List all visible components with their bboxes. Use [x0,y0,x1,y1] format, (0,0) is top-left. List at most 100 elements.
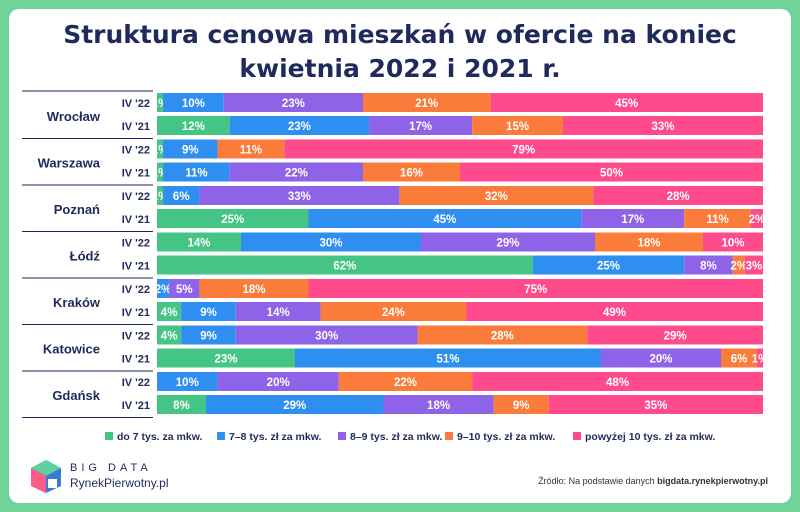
row-label: IV '22 [122,145,150,157]
bar-segment [417,325,588,345]
data-label: 17% [409,121,432,133]
bar-segment [157,209,309,228]
city-label: Poznań [54,202,100,217]
bar-segment [199,279,309,298]
bar-segment [581,209,685,228]
bar-segment [157,162,164,182]
bar-segment [744,255,763,275]
bar-segment [229,162,364,182]
bar-segment [181,325,236,345]
data-label: 5% [176,284,193,296]
data-label: 20% [649,354,672,366]
bar-segment [750,209,763,228]
bar-segment [383,395,494,414]
bar-segment [157,348,295,368]
data-label: 11% [706,214,728,226]
data-label: 24% [382,307,405,319]
city-label: Wrocław [47,109,101,124]
bar-segment [490,93,763,112]
data-label: 4% [161,331,178,343]
data-label: 22% [394,377,417,389]
bar-segment [157,139,164,159]
row-label: IV '21 [122,400,150,412]
data-label: 17% [621,214,644,226]
city-label: Katowice [43,342,100,357]
bar-segment [181,302,236,321]
bar-segment [308,209,582,228]
row-label: IV '22 [122,284,150,296]
row-label: IV '22 [122,377,150,389]
data-label: 23% [282,98,305,110]
data-label: 10% [176,377,199,389]
bar-segment [732,255,745,275]
chart-title-line1: Struktura cenowa mieszkań w ofercie na k… [63,20,737,49]
bar-segment [157,186,164,205]
data-label: 1% [752,354,769,366]
data-label: 45% [615,98,638,110]
data-label: 2% [749,214,766,226]
bar-segment [157,93,164,112]
legend-label: do 7 tys. za mkw. [117,431,202,443]
row-label: IV '21 [122,214,150,226]
bar-segment [169,279,200,298]
bar-segment [587,325,763,345]
data-label: 23% [214,354,237,366]
data-label: 25% [221,214,244,226]
data-label: 18% [427,400,450,412]
data-label: 16% [400,168,423,180]
bar-segment [601,348,721,368]
bar-segment [157,255,533,275]
data-label: 28% [667,191,690,203]
bar-segment [163,93,224,112]
bar-segment [163,162,230,182]
bar-segment [235,302,321,321]
data-label: 45% [433,214,456,226]
bar-segment [421,232,595,252]
bar-segment [223,93,364,112]
bar-segment [757,348,763,368]
legend-swatch [445,432,453,440]
bar-segment [548,395,763,414]
bar-segment [217,372,339,391]
data-label: 9% [513,400,530,412]
bar-segment [241,232,421,252]
data-label: 29% [283,400,306,412]
bar-segment [163,186,200,205]
data-label: 50% [600,168,623,180]
data-label: 6% [731,354,748,366]
bar-segment [205,395,384,414]
stacked-bar-chart: Wrocław IV '22 1% 10% 23% 21% 45% IV '21 12% 23% 1… [22,90,769,443]
legend-label: 8–9 tys. zł za mkw. [350,431,442,443]
bar-segment [157,232,241,252]
data-label: 62% [333,261,356,273]
bar-segment [721,348,757,368]
bar-segment [593,186,763,205]
data-label: 32% [485,191,508,203]
data-label: 20% [267,377,290,389]
bar-segment [703,232,763,252]
legend-swatch [217,432,225,440]
data-label: 51% [436,354,459,366]
source-site: bigdata.rynekpierwotny.pl [657,476,768,486]
bar-segment [472,116,564,135]
bar-segment [369,116,473,135]
data-label: 9% [200,307,217,319]
logo-text-site: RynekPierwotny.pl [70,476,169,490]
data-label: 33% [288,191,311,203]
logo-icon [31,460,61,493]
row-label: IV '22 [122,331,150,343]
bar-segment [157,279,170,298]
data-label: 11% [185,168,207,180]
data-label: 21% [415,98,438,110]
bar-segment [308,279,763,298]
data-label: 4% [161,307,178,319]
bar-segment [157,372,218,391]
chart-title-line2: kwietnia 2022 i 2021 r. [239,54,561,83]
data-label: 35% [644,400,667,412]
bar-segment [684,209,751,228]
bar-segment [229,116,370,135]
data-label: 10% [721,238,744,250]
bar-segment [320,302,467,321]
data-label: 9% [182,145,199,157]
bar-segment [684,255,733,275]
